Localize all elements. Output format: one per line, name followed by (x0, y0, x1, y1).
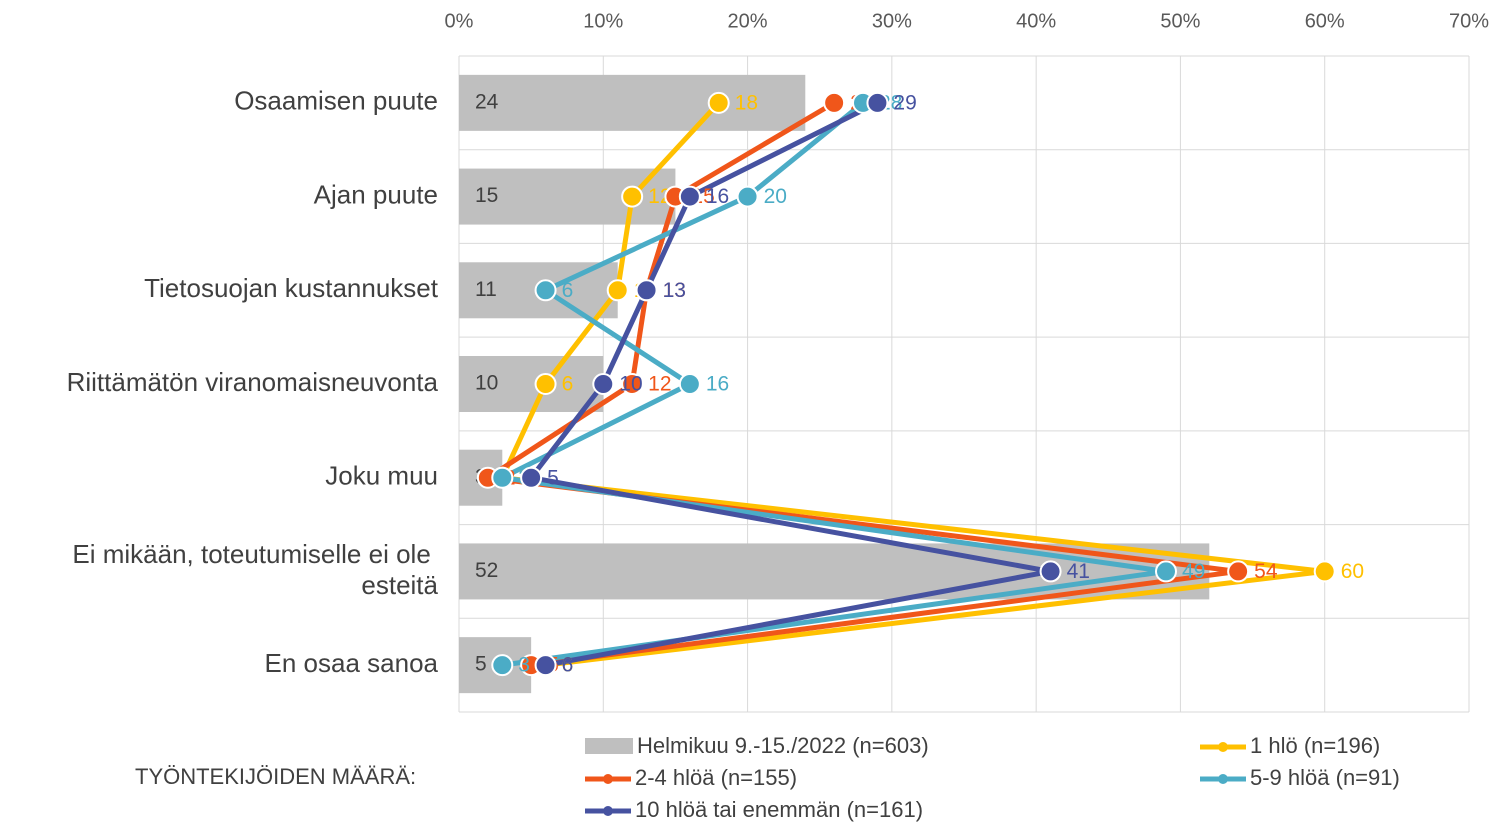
data-label: 6 (562, 279, 574, 302)
point (1039, 560, 1062, 583)
data-label: 60 (1341, 560, 1364, 583)
point (866, 91, 889, 114)
legend-label: 1 hlö (n=196) (1250, 733, 1380, 758)
point (678, 185, 701, 208)
y-tick-label: Tietosuojan kustannukset (144, 273, 439, 303)
data-label: 54 (1254, 560, 1278, 583)
data-label: 20 (764, 185, 787, 208)
label-line: esteitä (361, 570, 438, 600)
data-label: 41 (1067, 560, 1090, 583)
data-label: 15 (475, 184, 498, 207)
y-tick-label: En osaa sanoa (265, 648, 439, 678)
data-label: 16 (706, 373, 729, 396)
point (1227, 560, 1250, 583)
legend-label: 5-9 hlöä (n=91) (1250, 765, 1400, 790)
point (1313, 560, 1336, 583)
x-tick-label: 0% (445, 10, 474, 32)
x-tick-label: 70% (1449, 10, 1489, 32)
point (678, 373, 701, 395)
x-tick-label: 10% (583, 10, 623, 32)
data-label: 13 (663, 279, 686, 302)
point (491, 654, 514, 677)
point (592, 373, 615, 395)
legend-title: TYÖNTEKIJÖIDEN MÄÄRÄ: (135, 764, 416, 789)
legend-swatch (585, 738, 633, 754)
label-line: Ei mikään, toteutumiselle ei ole (72, 539, 438, 569)
data-label: 49 (1182, 560, 1205, 583)
x-tick-label: 30% (872, 10, 912, 32)
x-tick-label: 50% (1160, 10, 1200, 32)
y-tick-label: Ajan puute (314, 179, 438, 209)
data-label: 18 (735, 91, 758, 114)
legend-swatch (1218, 742, 1228, 752)
data-label: 10 (475, 372, 498, 395)
y-tick-label: Riittämätön viranomaisneuvonta (67, 367, 439, 397)
bar (459, 74, 806, 131)
data-label: 11 (475, 278, 497, 301)
point (534, 654, 557, 677)
legend-label: 2-4 hlöä (n=155) (635, 765, 797, 790)
data-label: 12 (648, 373, 671, 396)
point (621, 185, 644, 208)
x-tick-label: 20% (728, 10, 768, 32)
data-label: 16 (706, 185, 729, 208)
data-label: 5 (475, 653, 487, 676)
bar (459, 356, 604, 412)
y-tick-label: Joku muu (325, 461, 438, 491)
point (736, 185, 759, 208)
data-label: 13 (663, 279, 686, 302)
point (534, 279, 557, 302)
point (520, 466, 543, 489)
point (707, 91, 730, 114)
data-label: 6 (562, 654, 574, 677)
y-tick-label: Ei mikään, toteutumiselle ei ole esteitä (72, 539, 438, 600)
point (635, 279, 658, 302)
x-tick-label: 40% (1016, 10, 1056, 32)
legend-label: 10 hlöä tai enemmän (n=161) (635, 797, 923, 822)
data-label: 6 (562, 373, 574, 396)
legend-swatch (603, 806, 613, 816)
data-label: 10 (619, 373, 642, 396)
point (823, 91, 846, 114)
legend-swatch (603, 774, 613, 784)
point (534, 373, 557, 395)
point (1155, 560, 1177, 583)
data-label: 3 (518, 654, 530, 677)
data-label: 12 (648, 185, 671, 208)
point (606, 279, 629, 302)
data-label: 5 (547, 466, 559, 489)
data-label: 29 (893, 91, 916, 114)
legend-label: Helmikuu 9.-15./2022 (n=603) (637, 733, 929, 758)
data-label: 6 (562, 654, 574, 677)
data-label: 52 (475, 559, 498, 582)
data-label: 24 (475, 90, 499, 113)
y-tick-label: Osaamisen puute (234, 86, 438, 116)
x-tick-label: 60% (1305, 10, 1345, 32)
legend-swatch (1218, 774, 1228, 784)
point (491, 466, 514, 489)
point (621, 373, 644, 395)
